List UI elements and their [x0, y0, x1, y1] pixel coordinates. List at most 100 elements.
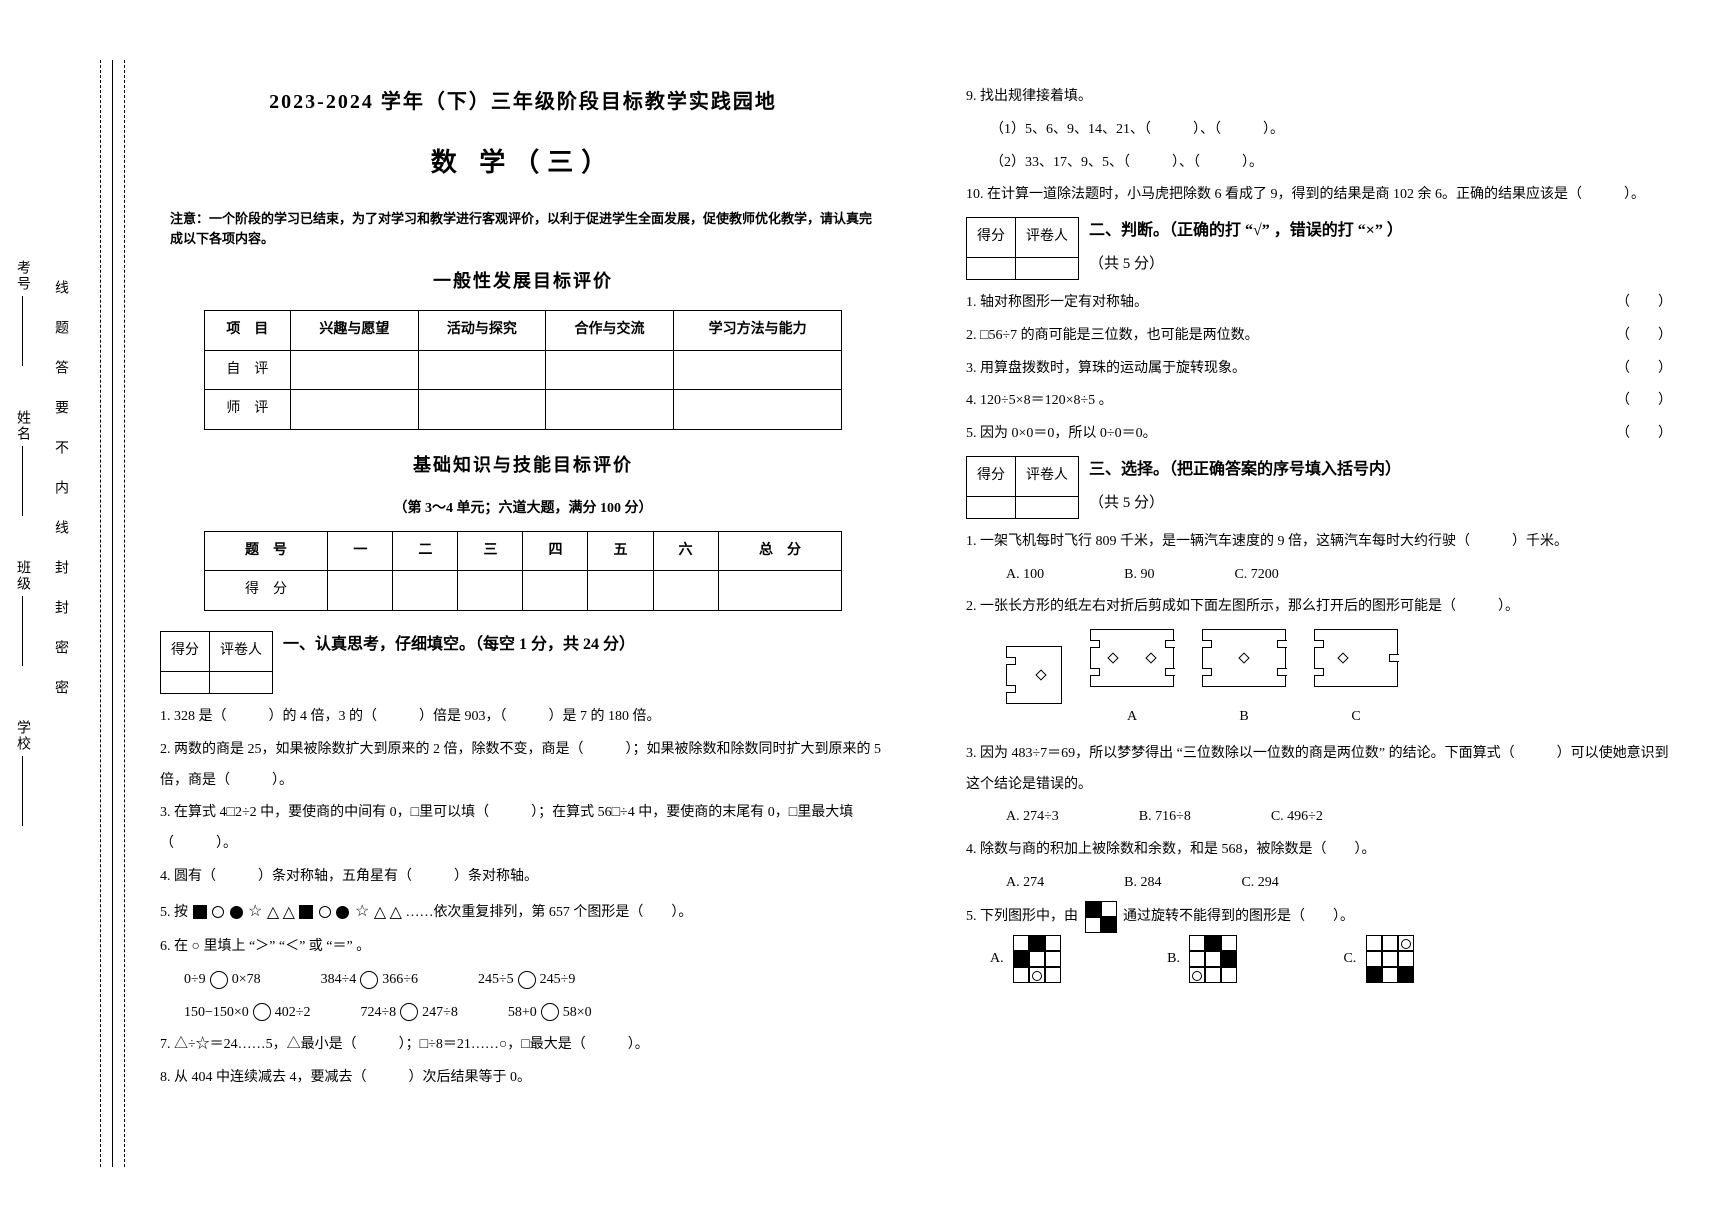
field-class: 班级 [12, 560, 32, 670]
diamond-icon [1035, 669, 1046, 680]
eval1-title: 一般性发展目标评价 [160, 262, 886, 302]
q1-4: 4. 圆有（ ）条对称轴，五角星有（ ）条对称轴。 [160, 862, 886, 893]
eval1-col: 学习方法与能力 [673, 310, 842, 350]
diamond-icon [1145, 652, 1156, 663]
seal-char: 封 [50, 560, 70, 578]
q3-1: 1. 一架飞机每时飞行 809 千米，是一辆汽车速度的 9 倍，这辆汽车每时大约… [966, 527, 1672, 558]
fig-caption: B [1202, 702, 1286, 733]
opt-c: C. 294 [1241, 868, 1278, 899]
fold-fig-b: B [1202, 629, 1286, 733]
notch-icon [1202, 640, 1212, 648]
solid-line [112, 60, 113, 1167]
circle-icon [212, 906, 224, 918]
seal-char: 线 [50, 280, 70, 298]
triangle-icon: △ [283, 895, 295, 930]
q2-2: 2. □56÷7 的商可能是三位数，也可能是两位数。（ ） [966, 321, 1672, 352]
cmp-l: 384÷4 [321, 972, 357, 987]
compare-circle-icon [360, 971, 378, 989]
notice-text: 注意：一个阶段的学习已结束，为了对学习和教学进行客观评价，以利于促进学生全面发展… [170, 209, 876, 248]
triangle-icon: △ [374, 895, 386, 930]
fold-fig-c: C [1314, 629, 1398, 733]
cmp-l: 58+0 [508, 1005, 537, 1020]
dashed-line-2 [124, 60, 125, 1167]
opt-b: B. [1167, 935, 1243, 983]
q1-6-row1: 0÷90×78 384÷4366÷6 245÷5245÷9 [160, 965, 886, 996]
compare-circle-icon [541, 1003, 559, 1021]
seal-char: 题 [50, 320, 70, 338]
field-school: 学校 [12, 720, 32, 830]
triangle-icon: △ [267, 895, 279, 930]
notch-icon [1277, 640, 1287, 648]
eval1-col: 兴趣与愿望 [291, 310, 419, 350]
q3-5: 5. 下列图形中，由 通过旋转不能得到的图形是（ ）。 [966, 901, 1672, 933]
score-box-2: 得分评卷人 [966, 217, 1079, 280]
fold-fig-source [1006, 646, 1062, 717]
opt-a: A. 274÷3 [1006, 802, 1059, 833]
q1-8: 8. 从 404 中连续减去 4，要减去（ ）次后结果等于 0。 [160, 1063, 886, 1094]
seal-char: 密 [50, 680, 70, 698]
opt-a: A. 100 [1006, 560, 1044, 591]
opt-c: C. 496÷2 [1271, 802, 1323, 833]
grader-label: 评卷人 [210, 632, 273, 672]
seal-char: 密 [50, 640, 70, 658]
notch-icon [1277, 668, 1287, 676]
cmp-r: 0×78 [232, 972, 261, 987]
q1-5: 5. 按 ☆ △ △ ☆ △ △ ……依次重复排列，第 657 个图形是（ ）。 [160, 895, 886, 930]
q3-5b: 通过旋转不能得到的图形是（ ）。 [1123, 909, 1354, 924]
score-box-3: 得分评卷人 [966, 456, 1079, 519]
opt-b: B. 716÷8 [1139, 802, 1191, 833]
score-label: 得分 [967, 218, 1016, 258]
opt-c: C. 7200 [1234, 560, 1278, 591]
q2-3: 3. 用算盘拨数时，算珠的运动属于旋转现象。（ ） [966, 354, 1672, 385]
circle-icon [319, 906, 331, 918]
q1-9b: （2）33、17、9、5、（ ）、（ ）。 [966, 148, 1672, 179]
q3-5a: 5. 下列图形中，由 [966, 909, 1078, 924]
eval2-table: 题 号 一 二 三 四 五 六 总 分 得 分 [204, 531, 843, 612]
seal-char: 要 [50, 400, 70, 418]
eval1-row: 自 评 [204, 350, 291, 390]
binding-sidebar: 学校 班级 姓名 考号 密 密 封 封 线 内 不 要 答 题 线 [0, 0, 140, 1227]
field-id: 考号 [12, 260, 32, 370]
seal-char: 不 [50, 440, 70, 458]
grid-fig-b [1189, 935, 1237, 983]
grader-label: 评卷人 [1016, 218, 1079, 258]
star-icon: ☆ [248, 905, 262, 919]
q3-5-opts: A. B. C. [966, 935, 1672, 983]
notch-icon [1090, 640, 1100, 648]
notch-icon [1165, 640, 1175, 648]
eval2-col: 六 [653, 531, 718, 571]
dashed-line [100, 60, 101, 1167]
grader-label: 评卷人 [1016, 456, 1079, 496]
cmp-r: 402÷2 [275, 1005, 311, 1020]
q1-5b: ……依次重复排列，第 657 个图形是（ ）。 [405, 905, 692, 920]
q1-6: 6. 在 ○ 里填上 “＞” “＜” 或 “＝” 。 [160, 932, 886, 963]
eval1-col: 项 目 [204, 310, 291, 350]
page-title: 2023-2024 学年（下）三年级阶段目标教学实践园地 [160, 80, 886, 124]
dot-icon [230, 906, 243, 919]
q3-2-figs: A B C [966, 629, 1672, 733]
triangle-icon: △ [390, 895, 402, 930]
compare-circle-icon [518, 971, 536, 989]
notch-icon [1314, 640, 1324, 648]
eval2-col: 五 [588, 531, 653, 571]
eval1-table: 项 目 兴趣与愿望 活动与探究 合作与交流 学习方法与能力 自 评 师 评 [204, 310, 843, 430]
eval2-col: 总 分 [718, 531, 842, 571]
score-label: 得分 [161, 632, 210, 672]
opt-a: A. [990, 935, 1067, 983]
seal-char: 答 [50, 360, 70, 378]
q1-3: 3. 在算式 4□2÷2 中，要使商的中间有 0，□里可以填（ ）；在算式 56… [160, 798, 886, 860]
cmp-r: 245÷9 [540, 972, 576, 987]
pattern-shapes: ☆ △ △ ☆ △ △ [192, 905, 406, 920]
q1-7: 7. △÷☆＝24……5，△最小是（ ）；□÷8＝21……○，□最大是（ ）。 [160, 1030, 886, 1061]
square-icon [193, 905, 207, 919]
diamond-icon [1337, 652, 1348, 663]
eval1-row: 师 评 [204, 390, 291, 430]
grid-fig-c [1366, 935, 1414, 983]
q1-6-row2: 150−150×0402÷2 724÷8247÷8 58+058×0 [160, 998, 886, 1029]
q1-10: 10. 在计算一道除法题时，小马虎把除数 6 看成了 9，得到的结果是商 102… [966, 180, 1672, 211]
square-icon [299, 905, 313, 919]
notch-icon [1006, 685, 1016, 693]
fig-caption: C [1314, 702, 1398, 733]
notch-icon [1202, 668, 1212, 676]
star-icon: ☆ [355, 905, 369, 919]
